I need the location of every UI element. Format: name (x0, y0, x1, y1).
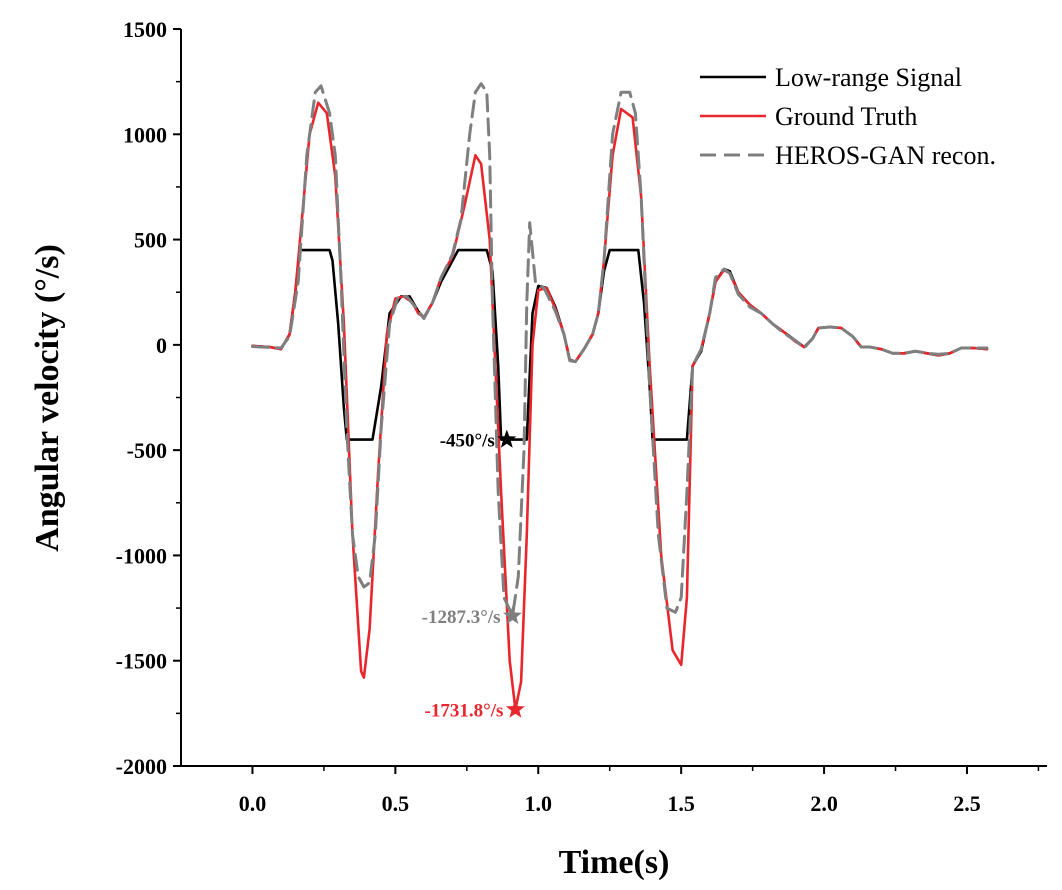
x-axis-title: Time(s) (559, 844, 670, 881)
axes-layer: -2000 -1500 -1000 -500 0 500 1000 1500 0.0 0.5 1.0… (116, 17, 1047, 816)
legend: Low-range Signal Ground Truth HEROS-GAN re… (700, 63, 996, 170)
y-tick-label: -500 (127, 438, 167, 463)
y-tick-label: 1000 (123, 122, 167, 147)
y-tick-label: -1500 (116, 649, 167, 674)
y-tick-label: -2000 (116, 754, 167, 779)
y-tick-label: 1500 (123, 17, 167, 42)
annotation-star-marker (497, 429, 517, 448)
y-tick-label: 0 (156, 333, 167, 358)
annotation-star-marker (503, 605, 522, 624)
series-line-ground-truth (251, 101, 989, 711)
annotation-label: -1287.3°/s (422, 607, 501, 628)
annotation-layer: -450°/s -1287.3°/s -1731.8°/s (422, 429, 525, 722)
x-tick-label: 0.0 (239, 791, 267, 816)
annotation-label: -1731.8°/s (425, 701, 504, 722)
x-tick-label: 0.5 (382, 791, 410, 816)
x-tick-label: 1.0 (525, 791, 553, 816)
annotation-star-marker (505, 699, 525, 718)
series-layer (251, 82, 989, 711)
x-tick-label: 2.5 (953, 791, 981, 816)
y-tick-label: -1000 (116, 543, 167, 568)
series-line-low-range-signal (251, 248, 989, 441)
x-tick-label: 1.5 (667, 791, 695, 816)
y-tick-label: 500 (134, 228, 167, 253)
legend-label: HEROS-GAN recon. (775, 141, 996, 170)
y-axis-title: Angular velocity (°/s) (29, 244, 66, 552)
x-tick-label: 2.0 (810, 791, 838, 816)
legend-label: Ground Truth (775, 102, 917, 131)
series-line-heros-gan-recon (251, 82, 989, 618)
annotation-label: -450°/s (440, 431, 495, 452)
legend-label: Low-range Signal (775, 63, 962, 92)
